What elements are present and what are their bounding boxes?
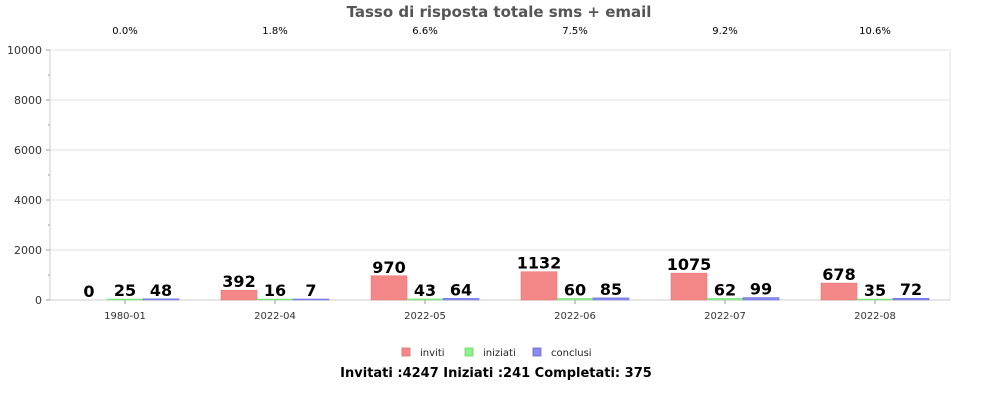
bar-conclusi (592, 297, 630, 301)
legend-label-iniziati: iniziati (483, 348, 516, 359)
value-label-iniziati: 62 (714, 280, 736, 299)
value-label-conclusi: 7 (305, 281, 316, 300)
axes: 0 2000 4000 6000 8000 10000 (7, 44, 950, 307)
x-tick-label: 2022-04 (254, 311, 296, 322)
response-rate-label: 0.0% (112, 26, 137, 37)
value-label-conclusi: 85 (600, 280, 622, 299)
x-tick-label: 1980-01 (104, 311, 146, 322)
bar-inviti (370, 275, 408, 301)
value-label-inviti: 970 (372, 258, 405, 277)
value-label-inviti: 392 (222, 272, 255, 291)
totals-footer: Invitati :4247 Iniziati :241 Completati:… (340, 366, 652, 381)
grid-lines (49, 49, 951, 301)
chart-title: Tasso di risposta totale sms + email (347, 3, 652, 21)
y-tick-label: 6000 (14, 144, 42, 157)
bar-inviti (670, 272, 708, 301)
value-label-iniziati: 25 (114, 281, 136, 300)
legend-swatch-iniziati (464, 347, 474, 357)
plot-frame (49, 49, 951, 301)
value-label-inviti: 1075 (667, 255, 712, 274)
x-tick-label: 2022-08 (854, 311, 896, 322)
value-label-conclusi: 72 (900, 280, 922, 299)
y-tick-label: 0 (35, 294, 42, 307)
x-tick-label: 2022-07 (704, 311, 746, 322)
category-labels: 1980-01 2022-04 2022-05 2022-06 2022-07 2022-… (104, 311, 896, 322)
response-rate-label: 6.6% (412, 26, 437, 37)
y-tick-label: 2000 (14, 244, 42, 257)
legend-label-inviti: inviti (420, 348, 445, 359)
bar-conclusi (292, 298, 330, 301)
value-label-conclusi: 99 (750, 280, 772, 299)
value-label-inviti: 1132 (517, 254, 562, 273)
value-label-conclusi: 64 (450, 280, 472, 299)
legend-swatch-inviti (401, 347, 411, 357)
legend-label-conclusi: conclusi (551, 348, 592, 359)
legend-swatch-conclusi (532, 347, 542, 357)
bars (106, 271, 930, 301)
value-label-iniziati: 16 (264, 281, 286, 300)
legend: inviti iniziati conclusi (401, 347, 592, 359)
response-rate-label: 9.2% (712, 26, 737, 37)
bar-conclusi (442, 298, 480, 301)
value-label-iniziati: 35 (864, 281, 886, 300)
value-label-inviti: 678 (822, 265, 855, 284)
response-rate-label: 10.6% (859, 26, 891, 37)
bar-inviti (520, 271, 558, 301)
y-tick-label: 10000 (7, 44, 42, 57)
value-label-inviti: 0 (83, 282, 94, 301)
bar-inviti (220, 289, 258, 301)
x-tick-label: 2022-06 (554, 311, 596, 322)
value-label-iniziati: 43 (414, 281, 436, 300)
x-tick-label: 2022-05 (404, 311, 446, 322)
bar-conclusi (142, 298, 180, 301)
response-rate-label: 1.8% (262, 26, 287, 37)
y-tick-label: 8000 (14, 94, 42, 107)
response-rate-label: 7.5% (562, 26, 587, 37)
bar-conclusi (892, 297, 930, 301)
bar-inviti (820, 282, 858, 301)
value-label-conclusi: 48 (150, 281, 172, 300)
bar-conclusi (742, 297, 780, 301)
rate-labels: 0.0% 1.8% 6.6% 7.5% 9.2% 10.6% (112, 26, 891, 37)
y-tick-label: 4000 (14, 194, 42, 207)
value-label-iniziati: 60 (564, 281, 586, 300)
